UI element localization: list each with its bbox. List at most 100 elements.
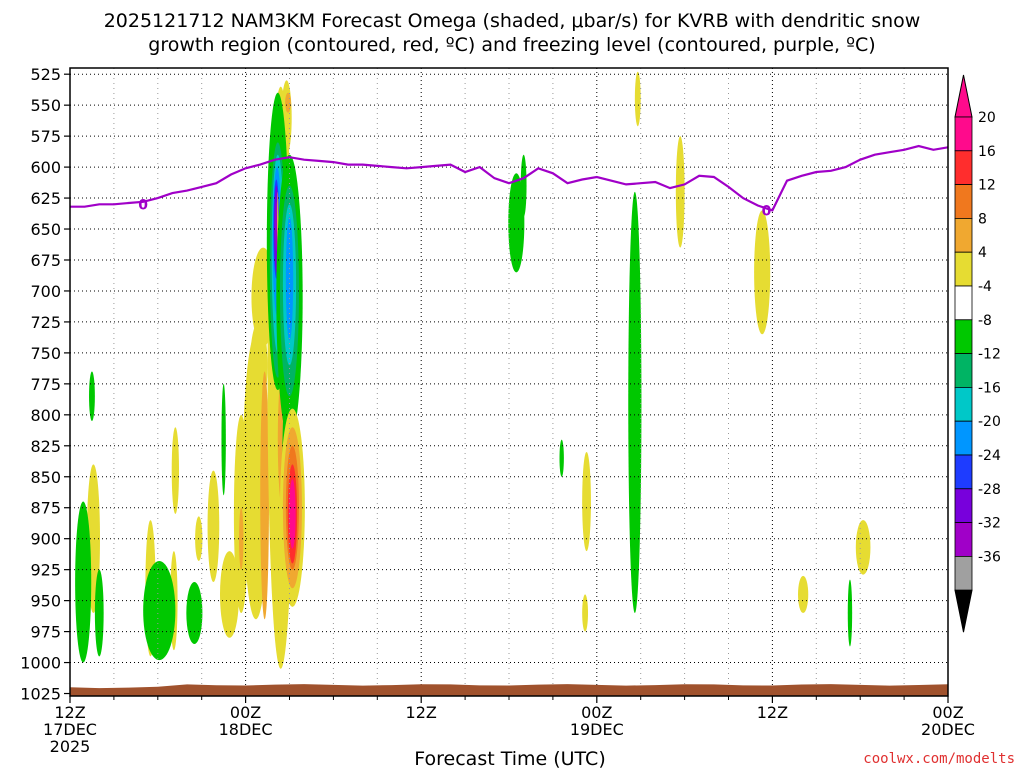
x-tick-label: 00Z — [230, 703, 261, 722]
colorbar-segment — [954, 150, 973, 186]
omega-region — [634, 71, 641, 127]
omega-region — [143, 560, 176, 661]
x-tick-label: 12Z — [54, 703, 85, 722]
omega-region — [171, 427, 180, 514]
colorbar-segment — [954, 285, 973, 321]
x-tick-label: 20DEC — [921, 720, 975, 739]
y-axis: 525 550 575 600 625 650 675 700 725 750 775 800 825 8… — [20, 65, 70, 704]
omega-region — [855, 520, 871, 575]
y-tick-label: 1000 — [20, 654, 61, 673]
y-tick-label: 875 — [30, 499, 61, 518]
x-tick-label: 12Z — [406, 703, 437, 722]
y-tick-label: 775 — [30, 375, 61, 394]
omega-region — [798, 575, 809, 614]
freezing-level-label: 0 — [762, 203, 772, 219]
omega-region — [260, 371, 270, 620]
y-tick-label: 600 — [30, 158, 61, 177]
colorbar-label: 8 — [978, 211, 987, 227]
y-tick-label: 625 — [30, 189, 61, 208]
colorbar-label: 12 — [978, 178, 996, 194]
colorbar-segment — [954, 217, 973, 253]
colorbar-segment — [954, 251, 973, 287]
omega-shading — [75, 71, 871, 669]
x-tick-label: 00Z — [932, 703, 963, 722]
colorbar-label: -20 — [978, 414, 1001, 430]
y-tick-label: 525 — [30, 65, 61, 84]
omega-region — [285, 92, 291, 113]
x-tick-label: 19DEC — [570, 720, 624, 739]
colorbar-segment — [954, 184, 973, 219]
y-tick-label: 800 — [30, 406, 61, 425]
colorbar-label: -28 — [978, 482, 1001, 498]
omega-region — [275, 201, 278, 252]
colorbar-top-arrow — [954, 74, 973, 118]
colorbar-label: -4 — [978, 279, 992, 295]
y-tick-label: 1025 — [20, 685, 61, 704]
omega-region — [94, 569, 104, 657]
colorbar-segment — [954, 556, 973, 591]
y-tick-label: 650 — [30, 220, 61, 239]
omega-region — [289, 479, 296, 549]
y-tick-label: 950 — [30, 592, 61, 611]
omega-region — [582, 594, 589, 632]
colorbar-segment — [954, 116, 973, 152]
colorbar-label: -24 — [978, 448, 1001, 464]
y-tick-label: 575 — [30, 127, 61, 146]
omega-region — [207, 470, 220, 583]
x-tick-label: 18DEC — [219, 720, 273, 739]
x-tick-label: 00Z — [581, 703, 612, 722]
omega-region — [75, 501, 92, 663]
y-tick-label: 700 — [30, 282, 61, 301]
omega-region — [754, 210, 771, 335]
chart-title: 2025121712 NAM3KM Forecast Omega (shaded… — [104, 10, 921, 56]
colorbar-segment — [954, 353, 973, 388]
colorbar-label: -36 — [978, 549, 1001, 565]
colorbar-segment — [954, 488, 973, 523]
colorbar-label: 16 — [978, 144, 996, 160]
freezing-level-line — [70, 144, 948, 212]
y-tick-label: 750 — [30, 344, 61, 363]
y-tick-label: 850 — [30, 468, 61, 487]
omega-region — [186, 582, 203, 644]
omega-region — [89, 371, 95, 422]
surface-terrain — [70, 684, 948, 696]
title-line: growth region (contoured, red, ºC) and f… — [148, 34, 875, 56]
colorbar-label: 4 — [978, 245, 987, 261]
y-tick-label: 925 — [30, 561, 61, 580]
colorbar-label: 20 — [978, 110, 996, 126]
y-tick-label: 975 — [30, 623, 61, 642]
colorbar: 20 16 12 8 4 -4 -8 -12 -16 -20 -24 -28 -32 -36 — [954, 74, 1001, 633]
colorbar-segment — [954, 522, 973, 557]
omega-region — [508, 173, 525, 273]
x-tick-label: 17DEC — [43, 720, 97, 739]
x-axis-label: Forecast Time (UTC) — [414, 748, 605, 768]
colorbar-label: -16 — [978, 380, 1001, 396]
omega-region — [239, 507, 244, 570]
colorbar-segment — [954, 386, 973, 422]
omega-region — [520, 154, 527, 217]
colorbar-label: -8 — [978, 313, 992, 329]
omega-region — [582, 451, 591, 552]
x-tick-label: 2025 — [50, 737, 91, 756]
omega-region — [559, 439, 564, 477]
x-tick-label: 12Z — [757, 703, 788, 722]
y-tick-label: 725 — [30, 313, 61, 332]
colorbar-label: -12 — [978, 347, 1001, 363]
surface-layer — [70, 684, 948, 696]
freezing-level-label: 0 — [138, 197, 148, 213]
colorbar-segment — [954, 420, 973, 456]
y-tick-label: 550 — [30, 96, 61, 115]
y-tick-label: 825 — [30, 437, 61, 456]
omega-region — [675, 136, 685, 248]
colorbar-bottom-arrow — [954, 589, 973, 633]
colorbar-label: -32 — [978, 516, 1001, 532]
title-line: 2025121712 NAM3KM Forecast Omega (shaded… — [104, 10, 921, 32]
colorbar-segment — [954, 319, 973, 354]
omega-region — [847, 579, 853, 647]
credit-text: coolwx.com/modelts — [863, 751, 1015, 767]
colorbar-segment — [954, 454, 973, 490]
omega-region — [221, 383, 226, 496]
